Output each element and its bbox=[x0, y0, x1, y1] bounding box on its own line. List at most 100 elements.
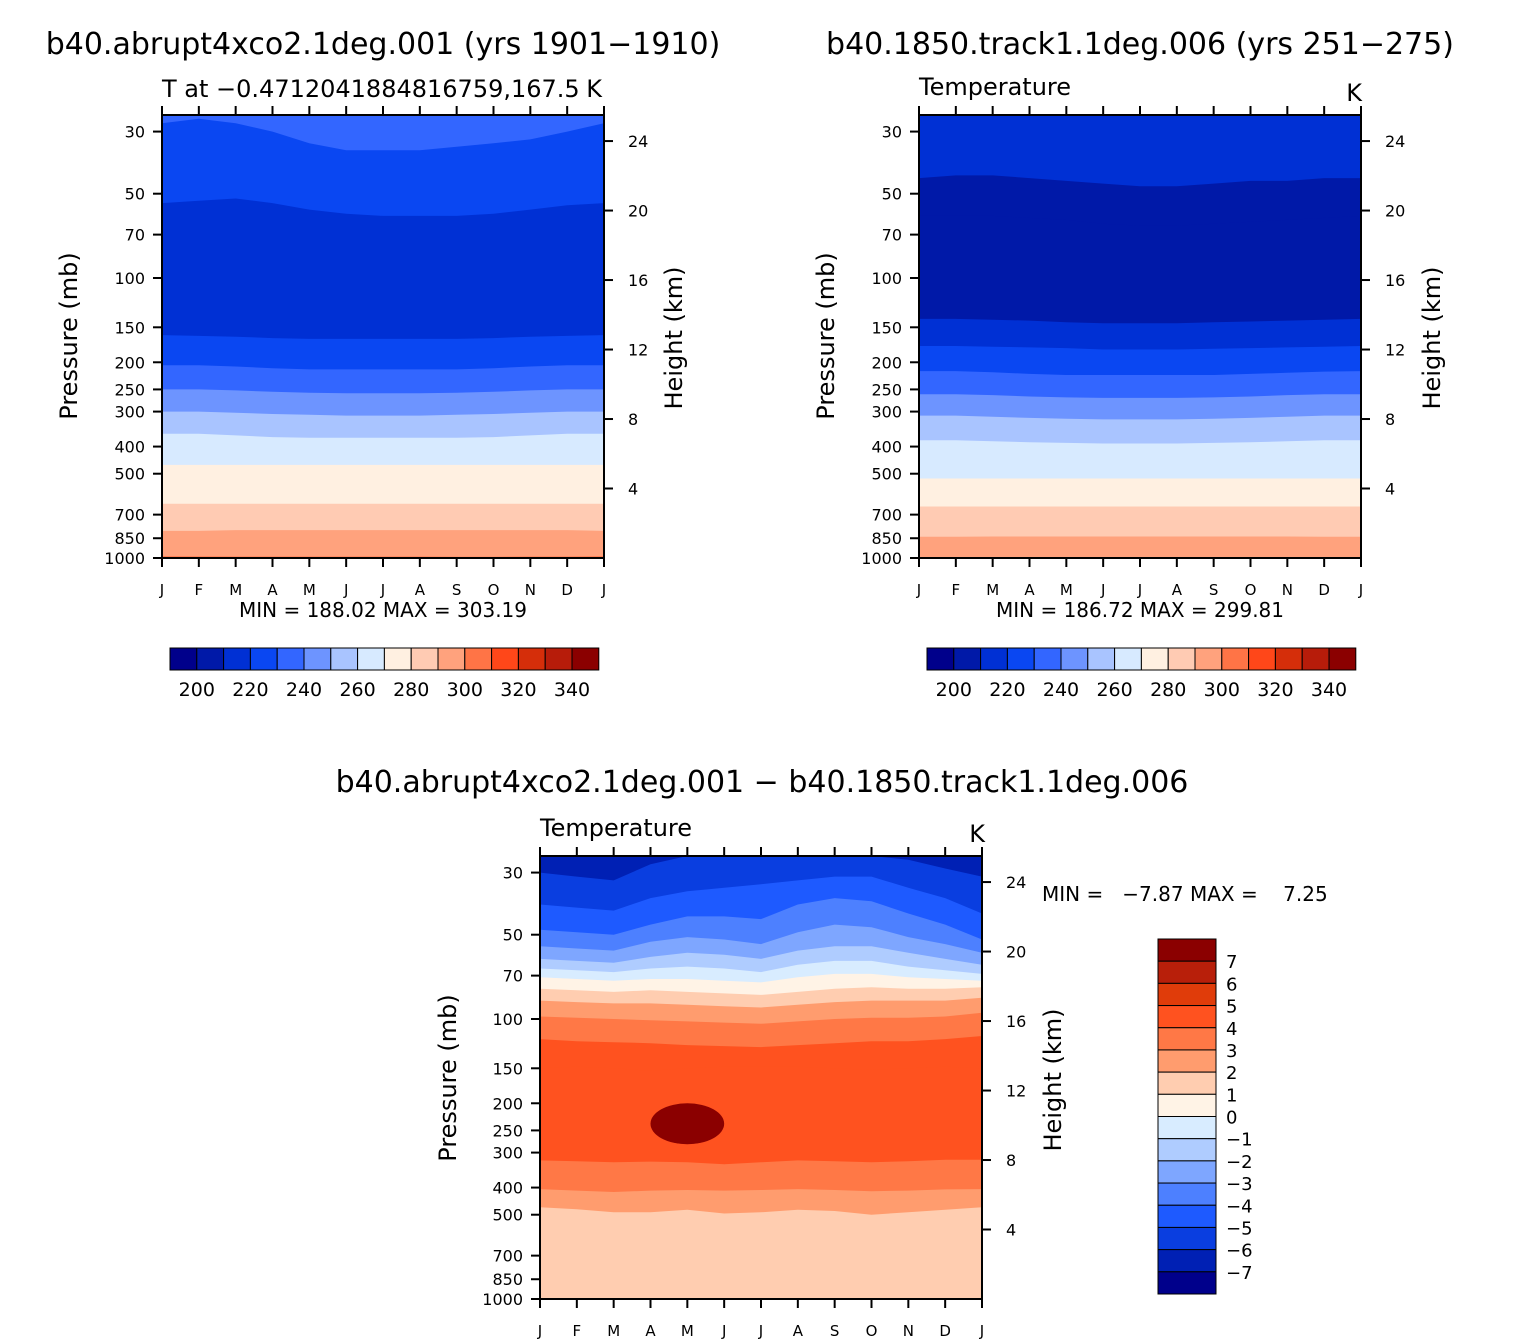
x-tick-label: A bbox=[793, 1322, 804, 1340]
y-tick-label: 100 bbox=[871, 269, 902, 288]
y-tick-label: 1000 bbox=[861, 549, 902, 568]
y2-axis-label: Height (km) bbox=[1039, 1009, 1067, 1152]
x-tick-label: J bbox=[343, 581, 348, 599]
x-tick-label: F bbox=[952, 581, 961, 599]
min-max-label: MIN = 188.02 MAX = 303.19 bbox=[239, 598, 527, 622]
colorbar-swatch bbox=[1087, 647, 1116, 671]
x-tick-label: A bbox=[415, 581, 426, 599]
colorbar-swatch bbox=[1157, 982, 1217, 1007]
x-tick-label: J bbox=[159, 581, 164, 599]
colorbar-swatch bbox=[303, 647, 332, 671]
colorbar-swatch bbox=[169, 647, 198, 671]
y2-tick-label: 20 bbox=[1006, 943, 1026, 962]
x-tick-label: N bbox=[1282, 581, 1293, 599]
colorbar-label: 340 bbox=[554, 679, 590, 701]
y2-axis-label: Height (km) bbox=[660, 267, 688, 410]
colorbar-label: 260 bbox=[339, 679, 375, 701]
colorbar-swatch bbox=[1274, 647, 1303, 671]
x-tick-label: D bbox=[939, 1322, 951, 1340]
colorbar-label: 280 bbox=[1150, 679, 1186, 701]
colorbar-label: 200 bbox=[936, 679, 972, 701]
contour-band bbox=[540, 1207, 982, 1299]
colorbar-swatch bbox=[1157, 1071, 1217, 1095]
y-tick-label: 500 bbox=[492, 1206, 523, 1225]
chart-title: b40.1850.track1.1deg.006 (yrs 251−275) bbox=[826, 27, 1454, 62]
x-tick-label: A bbox=[267, 581, 278, 599]
colorbar-label: −6 bbox=[1226, 1241, 1253, 1262]
x-tick-label: F bbox=[195, 581, 204, 599]
colorbar-label: 340 bbox=[1311, 679, 1347, 701]
y-tick-label: 30 bbox=[125, 123, 145, 142]
colorbar: 200 220 240 260 280 300 320 340 bbox=[169, 647, 600, 701]
colorbar-label: 240 bbox=[286, 679, 322, 701]
colorbar-label: 220 bbox=[989, 679, 1025, 701]
y2-tick-label: 16 bbox=[1006, 1012, 1026, 1031]
y2-tick-label: 8 bbox=[1006, 1151, 1016, 1170]
y-tick-label: 400 bbox=[492, 1179, 523, 1198]
colorbar-swatch bbox=[1157, 1204, 1217, 1228]
y-tick-label: 700 bbox=[492, 1247, 523, 1266]
x-tick-label: J bbox=[1100, 581, 1105, 599]
y-tick-label: 250 bbox=[492, 1121, 523, 1140]
colorbar-label: 300 bbox=[447, 679, 483, 701]
colorbar-label: 7 bbox=[1226, 952, 1237, 973]
colorbar-swatch bbox=[1157, 1027, 1217, 1051]
colorbar-swatch bbox=[249, 647, 278, 671]
y-tick-label: 250 bbox=[114, 380, 145, 399]
chart-title: b40.abrupt4xco2.1deg.001 − b40.1850.trac… bbox=[336, 765, 1189, 800]
y-tick-label: 70 bbox=[125, 226, 145, 245]
y2-tick-label: 20 bbox=[1385, 202, 1405, 221]
colorbar-label: −3 bbox=[1226, 1174, 1253, 1195]
x-tick-label: O bbox=[488, 581, 500, 599]
min-max-label: MIN = −7.87 MAX = 7.25 bbox=[1042, 882, 1328, 906]
colorbar-swatch bbox=[276, 647, 305, 671]
units-label: K bbox=[969, 820, 986, 848]
y-tick-label: 150 bbox=[871, 318, 902, 337]
colorbar-swatch bbox=[1157, 938, 1217, 962]
colorbar-label: 1 bbox=[1226, 1085, 1237, 1106]
colorbar-label: −2 bbox=[1226, 1152, 1253, 1173]
chart-subtitle: T at −0.4712041884816759,167.5 bbox=[161, 75, 580, 103]
y-tick-label: 700 bbox=[114, 506, 145, 525]
colorbar-swatch bbox=[1157, 1116, 1217, 1140]
colorbar-label: 3 bbox=[1226, 1041, 1237, 1062]
y-tick-label: 100 bbox=[492, 1010, 523, 1029]
x-tick-label: S bbox=[1209, 581, 1219, 599]
colorbar-label: 280 bbox=[393, 679, 429, 701]
y2-tick-label: 12 bbox=[628, 341, 648, 360]
y-tick-label: 300 bbox=[492, 1144, 523, 1163]
y-tick-label: 1000 bbox=[482, 1290, 523, 1309]
y-tick-label: 500 bbox=[114, 465, 145, 484]
colorbar-label: 0 bbox=[1226, 1108, 1237, 1129]
chart-title: b40.abrupt4xco2.1deg.001 (yrs 1901−1910) bbox=[46, 27, 721, 62]
colorbar-swatch bbox=[1248, 647, 1276, 671]
colorbar-label: 200 bbox=[179, 679, 215, 701]
colorbar-swatch bbox=[1033, 647, 1062, 671]
contour-blob bbox=[834, 1280, 909, 1284]
x-tick-label: J bbox=[979, 1322, 984, 1340]
colorbar-swatch bbox=[953, 647, 982, 671]
y-tick-label: 150 bbox=[492, 1059, 523, 1078]
colorbar-label: −1 bbox=[1226, 1130, 1253, 1151]
colorbar-swatch bbox=[1157, 1271, 1217, 1295]
colorbar-swatch bbox=[1157, 1249, 1217, 1273]
colorbar-swatch bbox=[544, 647, 573, 671]
colorbar-label: 300 bbox=[1204, 679, 1240, 701]
colorbar-label: 260 bbox=[1096, 679, 1132, 701]
x-tick-label: M bbox=[607, 1322, 620, 1340]
colorbar-label: 320 bbox=[500, 679, 536, 701]
y-tick-label: 850 bbox=[114, 529, 145, 548]
y2-axis-label: Height (km) bbox=[1418, 267, 1446, 410]
y2-tick-label: 16 bbox=[1385, 271, 1405, 290]
colorbar: 200 220 240 260 280 300 320 340 bbox=[926, 647, 1357, 701]
y-tick-label: 200 bbox=[871, 353, 902, 372]
y2-tick-label: 12 bbox=[1006, 1082, 1026, 1101]
colorbar-swatch bbox=[196, 647, 225, 671]
colorbar-label: 6 bbox=[1226, 974, 1237, 995]
y-tick-label: 500 bbox=[871, 465, 902, 484]
y2-tick-label: 8 bbox=[628, 410, 638, 429]
colorbar-swatch bbox=[1221, 647, 1250, 671]
y2-tick-label: 24 bbox=[628, 132, 648, 151]
y-tick-label: 300 bbox=[871, 403, 902, 422]
